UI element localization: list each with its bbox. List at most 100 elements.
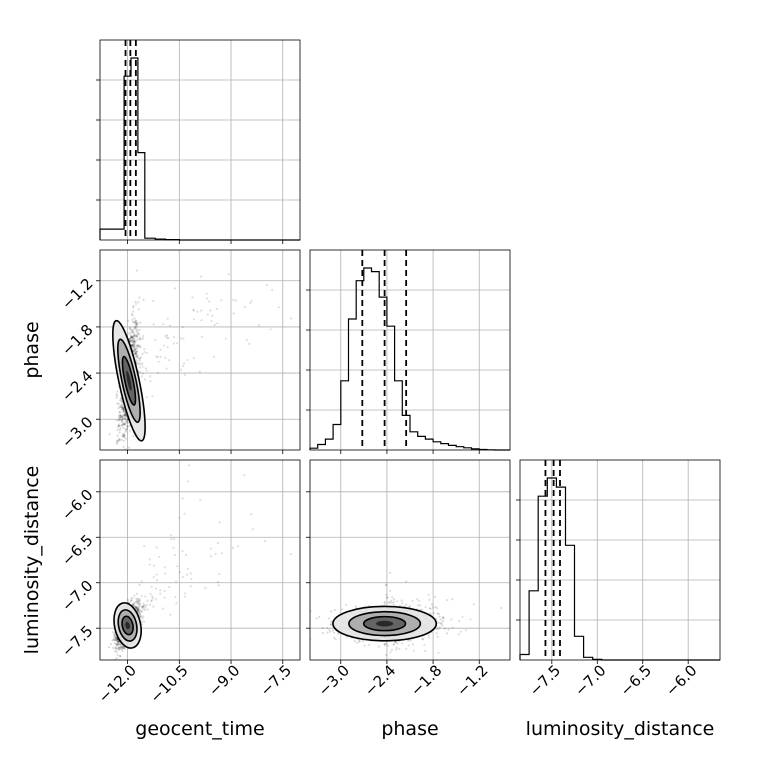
- tail-point: [170, 538, 173, 541]
- tail-point: [164, 356, 167, 359]
- sample-point: [135, 606, 138, 609]
- sample-point: [133, 350, 136, 353]
- sample-point: [420, 608, 424, 611]
- sample-point: [421, 638, 424, 641]
- sample-point: [135, 597, 138, 600]
- tail-point: [140, 580, 143, 583]
- sample-point: [116, 643, 119, 647]
- sample-point: [118, 642, 121, 646]
- sample-point: [117, 640, 120, 643]
- tail-point: [174, 596, 177, 599]
- sample-point: [394, 641, 397, 644]
- sample-point: [138, 602, 141, 605]
- sample-point: [142, 604, 145, 607]
- tail-point: [158, 555, 161, 558]
- tail-point: [152, 299, 155, 302]
- sample-point: [141, 352, 144, 356]
- tail-point: [145, 603, 148, 607]
- sample-point: [113, 633, 116, 636]
- xlabel-phase: phase: [381, 718, 438, 740]
- sample-point: [126, 419, 129, 422]
- sample-point: [119, 655, 122, 658]
- sample-point: [119, 645, 122, 648]
- sample-point: [120, 420, 124, 424]
- xtick-label-geocent_time-1: −10.5: [146, 661, 191, 706]
- tail-point: [405, 580, 408, 583]
- tail-point: [469, 618, 472, 621]
- sample-point: [116, 434, 119, 437]
- tail-point: [440, 622, 443, 625]
- sample-point: [142, 298, 145, 301]
- sample-point: [416, 598, 419, 601]
- sample-point: [115, 643, 118, 646]
- tail-point: [192, 309, 196, 312]
- tail-point: [163, 566, 166, 569]
- sample-point: [136, 355, 139, 358]
- tail-point: [169, 613, 172, 616]
- tail-point: [383, 643, 386, 646]
- sample-point: [123, 434, 126, 437]
- sample-point: [133, 343, 136, 346]
- sample-point: [144, 606, 147, 609]
- tail-point: [461, 615, 464, 618]
- sample-point: [131, 341, 135, 344]
- tail-point: [213, 323, 216, 327]
- sample-point: [122, 408, 125, 411]
- sample-point: [113, 635, 116, 638]
- sample-point: [146, 599, 149, 602]
- tail-point: [181, 550, 184, 553]
- sample-point: [138, 610, 141, 614]
- sample-point: [108, 433, 111, 436]
- tail-point: [407, 644, 410, 647]
- sample-point: [131, 331, 134, 334]
- sample-point: [139, 615, 142, 618]
- tail-point: [451, 598, 454, 601]
- tail-point: [143, 351, 146, 354]
- sample-point: [114, 637, 117, 640]
- sample-point: [134, 351, 137, 354]
- sample-point: [122, 423, 125, 426]
- sample-point: [134, 335, 137, 338]
- sample-point: [128, 337, 131, 340]
- histogram-luminosity_distance: [519, 477, 720, 661]
- sample-point: [117, 643, 121, 646]
- sample-point: [138, 612, 141, 616]
- tail-point: [148, 563, 151, 566]
- sample-point: [118, 428, 121, 431]
- sample-point: [135, 320, 138, 323]
- tail-point: [206, 297, 209, 300]
- tail-point: [159, 589, 162, 592]
- tail-point: [250, 513, 253, 516]
- tail-point: [386, 596, 389, 599]
- tail-point: [138, 613, 141, 616]
- sample-point: [139, 337, 142, 340]
- tail-point: [183, 512, 186, 515]
- sample-point: [308, 622, 310, 624]
- sample-point: [329, 623, 332, 626]
- sample-point: [121, 416, 124, 420]
- tail-point: [163, 590, 166, 593]
- sample-point: [123, 413, 126, 417]
- sample-point: [122, 406, 125, 410]
- tail-point: [263, 540, 266, 543]
- sample-point: [116, 638, 119, 642]
- tail-point: [149, 380, 152, 383]
- tail-point: [204, 587, 207, 590]
- sample-point: [136, 344, 139, 347]
- histogram-phase: [309, 267, 510, 451]
- sample-point: [121, 645, 124, 648]
- sample-point: [408, 605, 411, 608]
- sample-point: [133, 328, 136, 331]
- tail-point: [200, 309, 203, 312]
- tail-point: [137, 599, 140, 602]
- tail-point: [151, 595, 154, 598]
- tail-point: [401, 642, 404, 645]
- sample-point: [112, 646, 115, 650]
- sample-point: [134, 323, 138, 326]
- sample-point: [310, 610, 312, 613]
- sample-point: [134, 323, 137, 326]
- xtick-label-phase-0: −3.0: [315, 661, 353, 699]
- sample-point: [136, 345, 139, 348]
- tail-point: [181, 326, 184, 329]
